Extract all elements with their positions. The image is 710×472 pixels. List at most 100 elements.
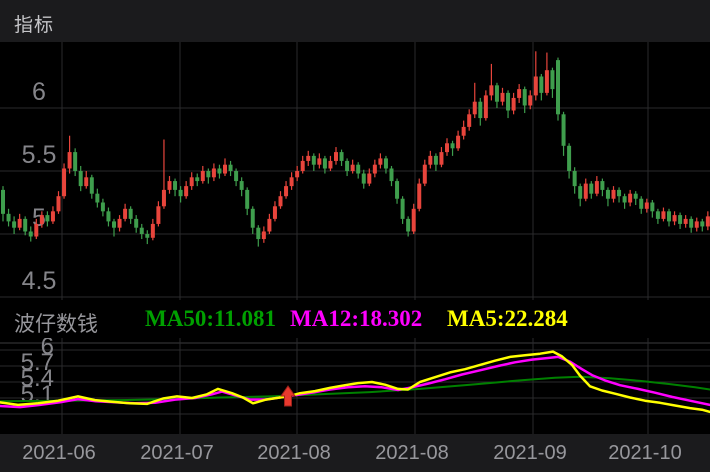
candle (633, 191, 638, 206)
candle (311, 153, 316, 171)
x-tick-label: 2021-07 (140, 442, 214, 464)
candle (395, 178, 400, 204)
indicator-name[interactable]: 波仔数钱 (14, 313, 98, 336)
candle (139, 223, 144, 240)
candle (322, 155, 327, 174)
candle (439, 147, 444, 168)
candle (62, 163, 67, 199)
candle (628, 189, 633, 207)
candle (1, 186, 5, 222)
candle (422, 159, 427, 187)
candle (17, 213, 22, 231)
candle (245, 187, 250, 216)
candle (594, 176, 599, 197)
x-tick-label: 2021-08 (257, 442, 331, 464)
candle (600, 178, 605, 197)
candle (150, 218, 155, 241)
candle (650, 199, 655, 218)
indicator-panel-title[interactable]: 指标 (14, 15, 55, 36)
candle (267, 213, 272, 234)
candle (661, 207, 666, 222)
x-tick-label: 2021-10 (608, 442, 682, 464)
candle (483, 90, 488, 121)
candle (400, 196, 405, 224)
candle (372, 159, 377, 178)
candle (517, 84, 522, 103)
candle (456, 130, 461, 151)
x-tick-label: 2021-09 (493, 442, 567, 464)
candle (112, 218, 116, 237)
candle (528, 90, 533, 110)
candle (56, 191, 61, 214)
candle (239, 177, 244, 197)
candle (173, 178, 178, 197)
candle (678, 212, 683, 229)
candle (672, 211, 677, 226)
candle (45, 211, 50, 227)
candle (500, 87, 505, 106)
indicator-panel-header: 指标 (0, 0, 710, 42)
main-chart-canvas[interactable]: 6 5.5 5 4.5 (0, 42, 710, 300)
candle (705, 211, 710, 231)
candle (639, 196, 644, 214)
candle (289, 172, 294, 190)
candle (184, 181, 189, 199)
candle (522, 86, 527, 114)
main-grid-layer (0, 42, 710, 300)
candle (256, 225, 261, 247)
candle (39, 211, 44, 228)
candle (383, 155, 388, 174)
y-tick-label: 5.7 (21, 349, 54, 376)
candle (417, 178, 422, 212)
candle (622, 193, 627, 209)
candle (178, 186, 183, 203)
candle (389, 165, 394, 187)
candle (406, 216, 411, 237)
candle (300, 155, 305, 174)
indicator-sub-pane: 6 5.7 5.4 5.1 (0, 338, 710, 434)
candle (544, 52, 549, 96)
main-price-pane: 6 5.5 5 4.5 (0, 42, 710, 300)
candle (73, 148, 78, 177)
ma50-value-label: MA50:11.081 (145, 306, 276, 331)
candle (367, 168, 372, 187)
candle (689, 216, 694, 233)
candle (611, 186, 616, 203)
candle (433, 153, 438, 171)
candle (295, 165, 300, 182)
candle (506, 90, 511, 119)
candle (117, 215, 122, 232)
candle (223, 158, 227, 177)
candle (617, 187, 622, 203)
candle (567, 143, 572, 179)
candle (78, 165, 83, 192)
candle (589, 181, 594, 199)
candle (189, 172, 194, 190)
candle (278, 191, 283, 209)
candle (694, 217, 699, 232)
indicator-chart-canvas[interactable]: 65.75.45.1 (0, 338, 710, 434)
candle (284, 181, 289, 199)
candle (67, 135, 72, 174)
candle (578, 183, 583, 207)
candle (217, 164, 222, 179)
y-tick-label: 6 (41, 338, 54, 360)
y-tick-label: 5.5 (22, 141, 57, 169)
candle (550, 67, 555, 98)
candle (605, 187, 610, 207)
candle (478, 97, 483, 126)
candle (84, 171, 89, 189)
candle (250, 206, 255, 234)
candle (211, 163, 216, 182)
candle (134, 215, 139, 233)
candles-layer (1, 51, 710, 247)
candle (572, 167, 577, 194)
candle (411, 203, 416, 234)
candle (95, 188, 100, 208)
indicator-legend-bar: 波仔数钱 MA50:11.081 MA12:18.302 MA5:22.284 (0, 300, 710, 338)
candle (317, 153, 322, 169)
candle (356, 162, 361, 179)
candle (350, 159, 355, 174)
candle (467, 109, 472, 131)
